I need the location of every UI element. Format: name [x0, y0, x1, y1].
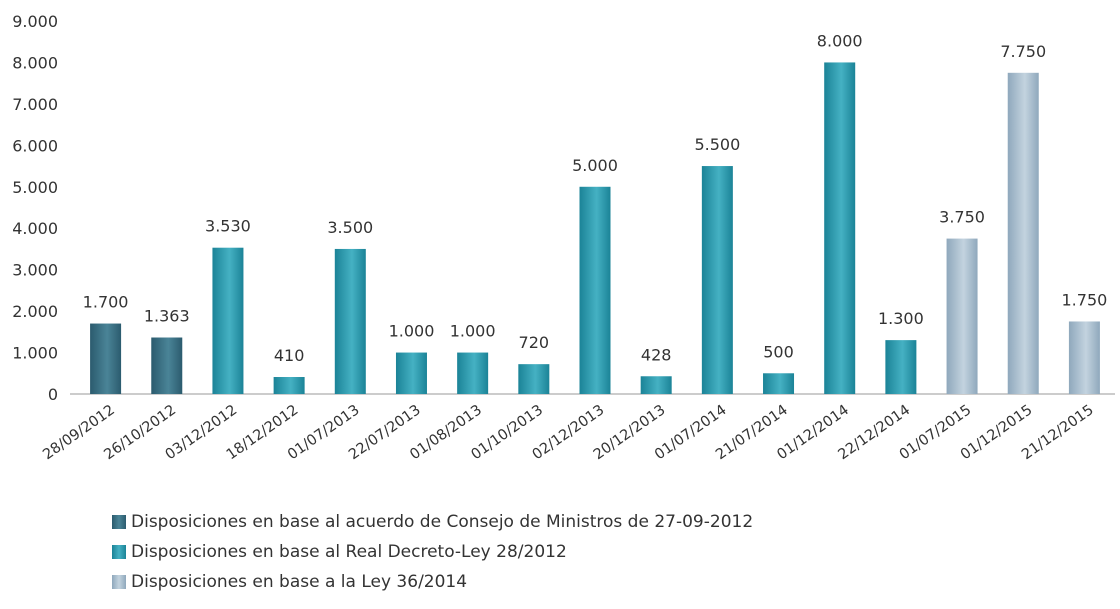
bar: [579, 186, 611, 394]
bar: [395, 352, 427, 394]
legend-swatch-consejo-ministros: [112, 515, 126, 529]
bar-value-label: 410: [274, 346, 305, 365]
y-tick-label: 8.000: [12, 53, 58, 72]
bar-value-label: 1.300: [878, 309, 924, 328]
bar-value-label: 720: [519, 333, 550, 352]
legend-label-ley-36-2014: Disposiciones en base a la Ley 36/2014: [131, 572, 468, 592]
bar-value-label: 1.000: [389, 322, 435, 341]
legend-swatch-ley-36-2014: [112, 575, 126, 589]
legend-label-real-decreto: Disposiciones en base al Real Decreto-Le…: [131, 542, 567, 562]
bar: [518, 364, 550, 394]
bar: [885, 340, 917, 394]
bar: [1007, 72, 1039, 395]
bar: [151, 337, 183, 394]
y-axis-ticks: 0 1.000 2.000 3.000 4.000 5.000 6.000 7.000 8.00…: [12, 12, 58, 404]
bar-value-label: 5.500: [694, 135, 740, 154]
bar: [457, 352, 489, 394]
legend-swatch-real-decreto: [112, 545, 126, 559]
bars-group: [90, 62, 1100, 395]
bar: [763, 373, 795, 394]
bar: [946, 238, 978, 394]
bar-value-label: 500: [763, 342, 794, 361]
bar: [640, 376, 672, 394]
bar: [273, 377, 305, 394]
y-tick-label: 2.000: [12, 302, 58, 321]
bar: [90, 323, 122, 394]
bar-value-label: 1.750: [1062, 290, 1108, 309]
bar: [701, 166, 733, 394]
bar: [824, 62, 856, 394]
bar-value-label: 8.000: [817, 31, 863, 50]
bar-chart: 0 1.000 2.000 3.000 4.000 5.000 6.000 7.000 8.00…: [12, 12, 1115, 463]
bar-value-label: 1.363: [144, 307, 190, 326]
bar-value-label: 5.000: [572, 156, 618, 175]
legend-item-ley-36-2014: Disposiciones en base a la Ley 36/2014: [112, 568, 753, 596]
bar-value-label: 3.750: [939, 208, 985, 227]
bar: [334, 248, 366, 394]
bar-value-label: 3.500: [327, 218, 373, 237]
bar: [212, 247, 244, 394]
bar-value-label: 428: [641, 345, 672, 364]
bar-value-label: 1.700: [83, 293, 129, 312]
bar-value-label: 7.750: [1000, 42, 1046, 61]
x-axis-ticks: 28/09/201226/10/201203/12/201218/12/2012…: [40, 402, 1096, 463]
value-labels-group: 1.700 1.363 3.530 410 3.500 1.000 1.000 720 5.00…: [83, 31, 1108, 365]
legend-label-consejo-ministros: Disposiciones en base al acuerdo de Cons…: [131, 512, 754, 532]
bar: [1068, 321, 1100, 394]
y-tick-label: 1.000: [12, 344, 58, 363]
bar-value-label: 1.000: [450, 322, 496, 341]
y-tick-label: 5.000: [12, 178, 58, 197]
y-tick-label: 9.000: [12, 12, 58, 31]
y-tick-label: 3.000: [12, 261, 58, 280]
legend-item-consejo-ministros: Disposiciones en base al acuerdo de Cons…: [112, 508, 753, 536]
y-tick-label: 0: [48, 385, 58, 404]
bar-value-label: 3.530: [205, 217, 251, 236]
legend: Disposiciones en base al acuerdo de Cons…: [112, 508, 753, 598]
y-tick-label: 6.000: [12, 136, 58, 155]
y-tick-label: 4.000: [12, 219, 58, 238]
y-tick-label: 7.000: [12, 95, 58, 114]
legend-item-real-decreto: Disposiciones en base al Real Decreto-Le…: [112, 538, 753, 566]
